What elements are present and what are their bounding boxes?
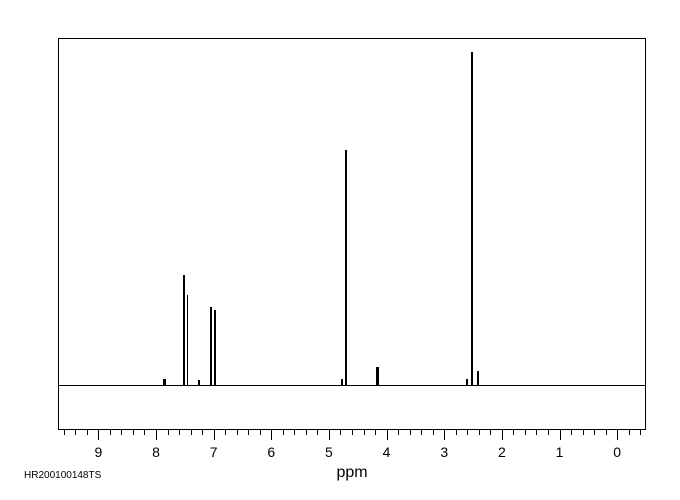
x-tick-minor xyxy=(202,430,203,435)
nmr-chart-container: 9 8 7 6 5 4 3 2 1 0 ppm HR200100148TS xyxy=(0,0,680,500)
x-tick-minor xyxy=(144,430,145,435)
x-tick-minor xyxy=(548,430,549,435)
x-tick-minor xyxy=(490,430,491,435)
x-tick-minor xyxy=(456,430,457,435)
spectrum-peak xyxy=(345,150,347,385)
x-tick-major xyxy=(560,430,561,440)
x-tick-label: 6 xyxy=(267,444,275,460)
x-tick-minor xyxy=(513,430,514,435)
x-tick-label: 0 xyxy=(613,444,621,460)
x-axis-label: ppm xyxy=(336,464,367,482)
spectrum-peak xyxy=(210,307,212,385)
x-tick-minor xyxy=(525,430,526,435)
x-tick-minor xyxy=(340,430,341,435)
x-tick-label: 3 xyxy=(440,444,448,460)
x-tick-minor xyxy=(571,430,572,435)
x-tick-minor xyxy=(594,430,595,435)
x-tick-major xyxy=(214,430,215,440)
spectrum-peak xyxy=(163,379,166,385)
x-tick-minor xyxy=(606,430,607,435)
x-tick-major xyxy=(502,430,503,440)
x-tick-minor xyxy=(629,430,630,435)
spectrum-peak xyxy=(471,52,473,385)
x-tick-minor xyxy=(110,430,111,435)
x-tick-minor xyxy=(467,430,468,435)
x-tick-minor xyxy=(225,430,226,435)
x-tick-major xyxy=(271,430,272,440)
x-tick-minor xyxy=(87,430,88,435)
spectrum-peak xyxy=(376,367,379,385)
x-tick-major xyxy=(617,430,618,440)
x-tick-major xyxy=(98,430,99,440)
x-tick-label: 8 xyxy=(152,444,160,460)
x-tick-minor xyxy=(640,430,641,435)
x-tick-label: 5 xyxy=(325,444,333,460)
x-tick-label: 9 xyxy=(94,444,102,460)
x-tick-minor xyxy=(421,430,422,435)
x-tick-minor xyxy=(179,430,180,435)
x-tick-minor xyxy=(410,430,411,435)
footer-id: HR200100148TS xyxy=(24,470,101,481)
spectrum-peak xyxy=(214,310,216,384)
x-tick-minor xyxy=(375,430,376,435)
x-tick-minor xyxy=(583,430,584,435)
x-tick-minor xyxy=(248,430,249,435)
x-tick-minor xyxy=(364,430,365,435)
x-tick-minor xyxy=(433,430,434,435)
x-tick-minor xyxy=(133,430,134,435)
x-tick-minor xyxy=(168,430,169,435)
x-tick-major xyxy=(156,430,157,440)
x-tick-major xyxy=(387,430,388,440)
plot-area xyxy=(58,38,646,430)
spectrum-peak xyxy=(187,295,188,385)
x-tick-minor xyxy=(64,430,65,435)
x-tick-major xyxy=(444,430,445,440)
spectrum-peak xyxy=(341,379,343,385)
x-tick-minor xyxy=(75,430,76,435)
x-tick-minor xyxy=(294,430,295,435)
x-tick-minor xyxy=(237,430,238,435)
spectrum-peak xyxy=(198,380,200,385)
x-tick-minor xyxy=(121,430,122,435)
x-tick-minor xyxy=(191,430,192,435)
x-tick-minor xyxy=(398,430,399,435)
x-tick-label: 7 xyxy=(210,444,218,460)
x-tick-minor xyxy=(306,430,307,435)
x-tick-label: 4 xyxy=(383,444,391,460)
x-tick-label: 1 xyxy=(556,444,564,460)
x-tick-minor xyxy=(283,430,284,435)
spectrum-peak xyxy=(466,379,468,385)
spectrum-peak xyxy=(183,275,185,385)
spectrum-peak xyxy=(477,371,479,385)
x-tick-label: 2 xyxy=(498,444,506,460)
x-tick-minor xyxy=(479,430,480,435)
x-tick-minor xyxy=(260,430,261,435)
x-tick-major xyxy=(329,430,330,440)
x-tick-minor xyxy=(352,430,353,435)
x-tick-minor xyxy=(317,430,318,435)
spectrum-baseline xyxy=(59,385,645,386)
x-tick-minor xyxy=(536,430,537,435)
